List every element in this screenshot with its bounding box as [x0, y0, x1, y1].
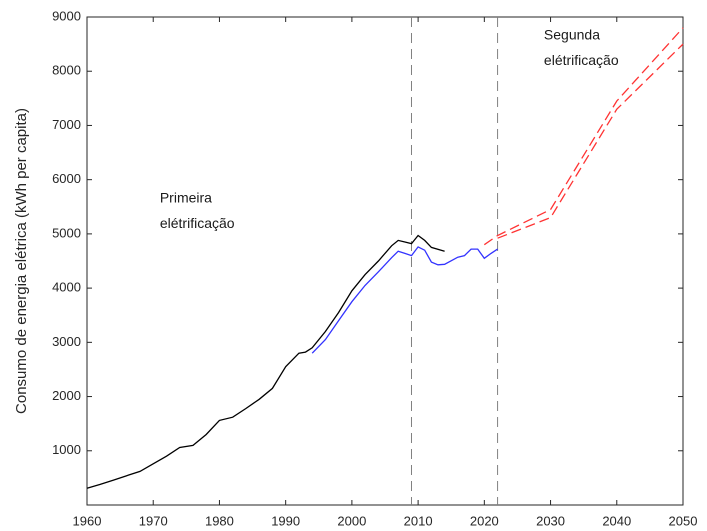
x-tick-label: 2040 [602, 513, 631, 528]
y-tick-label: 9000 [52, 8, 81, 23]
x-tick-label: 2050 [669, 513, 698, 528]
x-tick-label: 2010 [404, 513, 433, 528]
series-line [497, 43, 684, 239]
annotation: Segunda [544, 27, 600, 43]
y-tick-label: 3000 [52, 334, 81, 349]
x-tick-label: 1970 [139, 513, 168, 528]
annotation: Primeira [160, 189, 212, 205]
y-tick-label: 7000 [52, 117, 81, 132]
y-tick-label: 5000 [52, 225, 81, 240]
y-tick-label: 1000 [52, 442, 81, 457]
series-line [86, 234, 445, 489]
x-tick-label: 1960 [73, 513, 102, 528]
x-tick-label: 2000 [337, 513, 366, 528]
y-tick-label: 6000 [52, 171, 81, 186]
annotation: elétrificação [544, 52, 619, 68]
x-tick-label: 2030 [536, 513, 565, 528]
series-line [311, 246, 498, 354]
annotation: elétrificação [160, 215, 235, 231]
y-axis-label: Consumo de energia elétrica (kWh per cap… [13, 108, 30, 414]
x-tick-label: 1990 [271, 513, 300, 528]
x-tick-label: 1980 [205, 513, 234, 528]
x-tick-label: 2020 [470, 513, 499, 528]
plot-area [86, 16, 684, 506]
series-line [483, 27, 684, 246]
y-tick-label: 4000 [52, 280, 81, 295]
y-tick-label: 8000 [52, 63, 81, 78]
y-tick-label: 2000 [52, 388, 81, 403]
